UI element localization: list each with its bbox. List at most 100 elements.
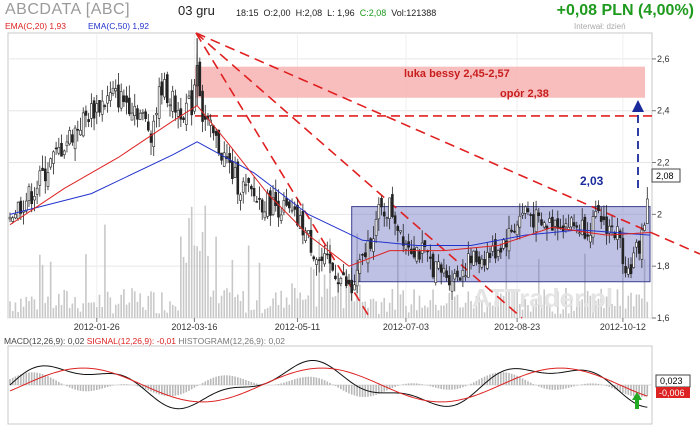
histogram-bar	[586, 383, 589, 385]
histogram-bar	[573, 385, 575, 387]
histogram-bar	[71, 385, 74, 389]
candle-body	[363, 252, 367, 257]
volume-bar	[527, 305, 529, 318]
volume-bar	[334, 296, 337, 318]
candle-body	[599, 215, 603, 222]
histogram-bar	[109, 385, 112, 387]
candle-body	[16, 201, 20, 219]
low-value: L: 1,96	[327, 8, 355, 18]
histogram-bar	[87, 385, 90, 392]
candle-body	[228, 153, 231, 163]
histogram-bar	[234, 376, 236, 385]
histogram-bar	[90, 385, 93, 391]
volume-bar	[323, 274, 326, 318]
volume-bar	[25, 296, 28, 318]
histogram-bar	[491, 373, 494, 385]
histogram-bar	[120, 384, 122, 385]
histogram-bar	[524, 379, 527, 385]
chart-header: ABCDATA [ABC] 03 gru 18:15 O:2,00 H:2,08…	[0, 0, 700, 22]
histogram-bar	[285, 381, 288, 385]
histogram-bar	[209, 378, 212, 385]
histogram-bar	[112, 385, 114, 386]
candle-body	[393, 215, 397, 224]
volume-bar	[603, 308, 605, 318]
signal-value-box	[656, 387, 690, 398]
volume-bar	[109, 297, 112, 318]
histogram-bar	[9, 379, 11, 385]
candle-body	[344, 276, 348, 286]
volume-bar	[161, 292, 163, 318]
histogram-bar	[98, 385, 101, 390]
candle-body	[130, 112, 134, 121]
volume-bar	[494, 301, 497, 318]
candle-body	[605, 216, 608, 234]
volume-bar	[470, 301, 472, 318]
candle-body	[632, 252, 636, 268]
histogram-bar	[79, 385, 82, 391]
candle-body	[589, 235, 592, 243]
histogram-bar	[25, 372, 28, 385]
histogram-bar	[608, 385, 611, 388]
candle-body	[106, 95, 109, 104]
volume-bar	[144, 309, 147, 318]
volume-bar	[264, 309, 266, 318]
volume-bar	[505, 249, 508, 318]
volume-bar	[337, 273, 339, 318]
candle-body	[33, 196, 36, 201]
candle-body	[57, 147, 61, 154]
candle-body	[193, 84, 196, 112]
histogram-bar	[133, 385, 136, 386]
volume-bar	[513, 290, 516, 318]
candle-body	[92, 100, 96, 119]
candle-body	[575, 225, 579, 228]
histogram-bar	[616, 385, 619, 391]
histogram-bar	[391, 385, 394, 389]
histogram-bar	[418, 383, 421, 385]
candle-body	[184, 102, 188, 125]
histogram-bar	[388, 385, 391, 390]
histogram-bar	[82, 385, 85, 392]
candle-body	[594, 211, 598, 217]
candlesticks	[8, 38, 649, 301]
volume-bar	[548, 303, 551, 318]
volume-bar	[529, 311, 532, 318]
x-tick-label: 2012-08-23	[494, 322, 540, 332]
candle-body	[87, 119, 90, 123]
y-tick-label: 2,4	[657, 106, 670, 116]
volume-bar	[188, 217, 190, 318]
candle-body	[214, 130, 218, 136]
buy-signal-arrow-stem	[635, 400, 639, 409]
volume-bar	[93, 302, 95, 318]
volume-bar	[578, 301, 581, 318]
volume-bar	[182, 256, 185, 318]
histogram-bar	[378, 385, 380, 394]
histogram-bar	[334, 385, 337, 386]
volume-bar	[491, 305, 494, 318]
histogram-bar	[527, 381, 529, 385]
candle-body	[155, 113, 158, 116]
histogram-bar	[288, 380, 291, 385]
candle-body	[157, 86, 161, 119]
volume-bar	[535, 300, 537, 318]
histogram-bar	[291, 380, 293, 385]
candle-body	[233, 167, 237, 178]
candle-body	[174, 95, 177, 113]
volume-bar	[410, 304, 413, 318]
candle-body	[439, 264, 443, 273]
volume-bar	[104, 224, 106, 318]
candle-body	[372, 238, 375, 252]
histogram-bar	[22, 373, 25, 385]
candle-body	[464, 275, 467, 278]
histogram-bar	[104, 385, 106, 388]
candle-body	[244, 184, 248, 186]
histogram-bar	[258, 384, 261, 385]
volume-bar	[605, 296, 608, 318]
volume-bar	[586, 291, 589, 318]
candle-body	[331, 262, 335, 271]
candle-body	[388, 197, 391, 219]
candle-body	[255, 201, 259, 203]
box-level-label: 2,03	[580, 174, 604, 188]
volume-bar	[131, 288, 133, 318]
candle-body	[260, 199, 264, 213]
